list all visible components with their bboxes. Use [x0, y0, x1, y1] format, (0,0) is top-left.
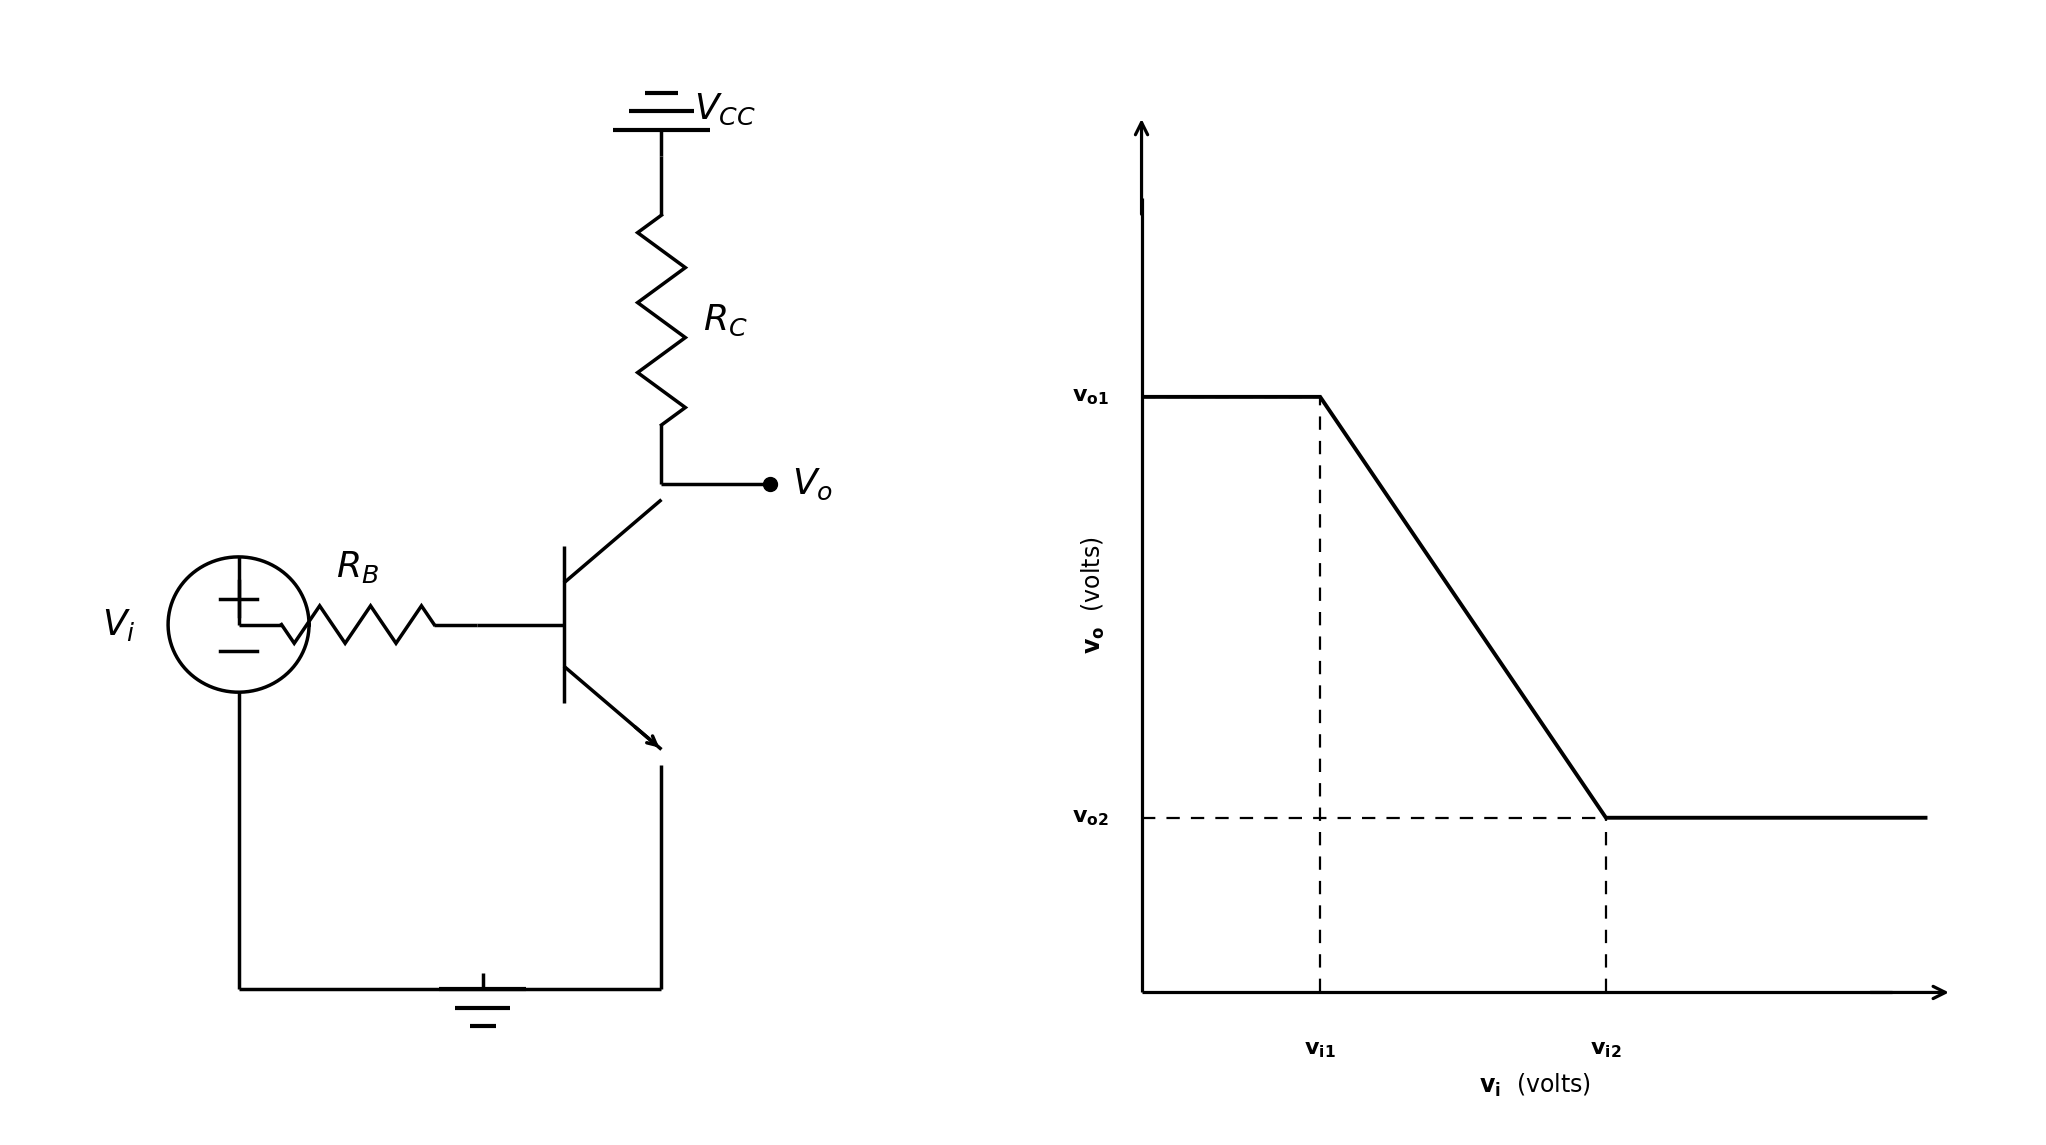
Text: $V_o$: $V_o$ — [792, 466, 833, 502]
Text: $V_i$: $V_i$ — [102, 607, 135, 642]
Text: $R_B$: $R_B$ — [336, 548, 379, 585]
Text: $\mathbf{v_o}$  (volts): $\mathbf{v_o}$ (volts) — [1080, 537, 1107, 654]
Text: $\mathbf{v_{i1}}$: $\mathbf{v_{i1}}$ — [1303, 1040, 1336, 1060]
Text: $\mathbf{v_{o1}}$: $\mathbf{v_{o1}}$ — [1072, 387, 1109, 406]
Text: $\mathbf{v_{i2}}$: $\mathbf{v_{i2}}$ — [1590, 1040, 1622, 1060]
Text: $\mathbf{v_i}$  (volts): $\mathbf{v_i}$ (volts) — [1479, 1072, 1590, 1099]
Text: $V_{CC}$: $V_{CC}$ — [694, 92, 755, 127]
Text: $\mathbf{v_{o2}}$: $\mathbf{v_{o2}}$ — [1072, 807, 1109, 828]
Text: $R_C$: $R_C$ — [702, 302, 747, 338]
